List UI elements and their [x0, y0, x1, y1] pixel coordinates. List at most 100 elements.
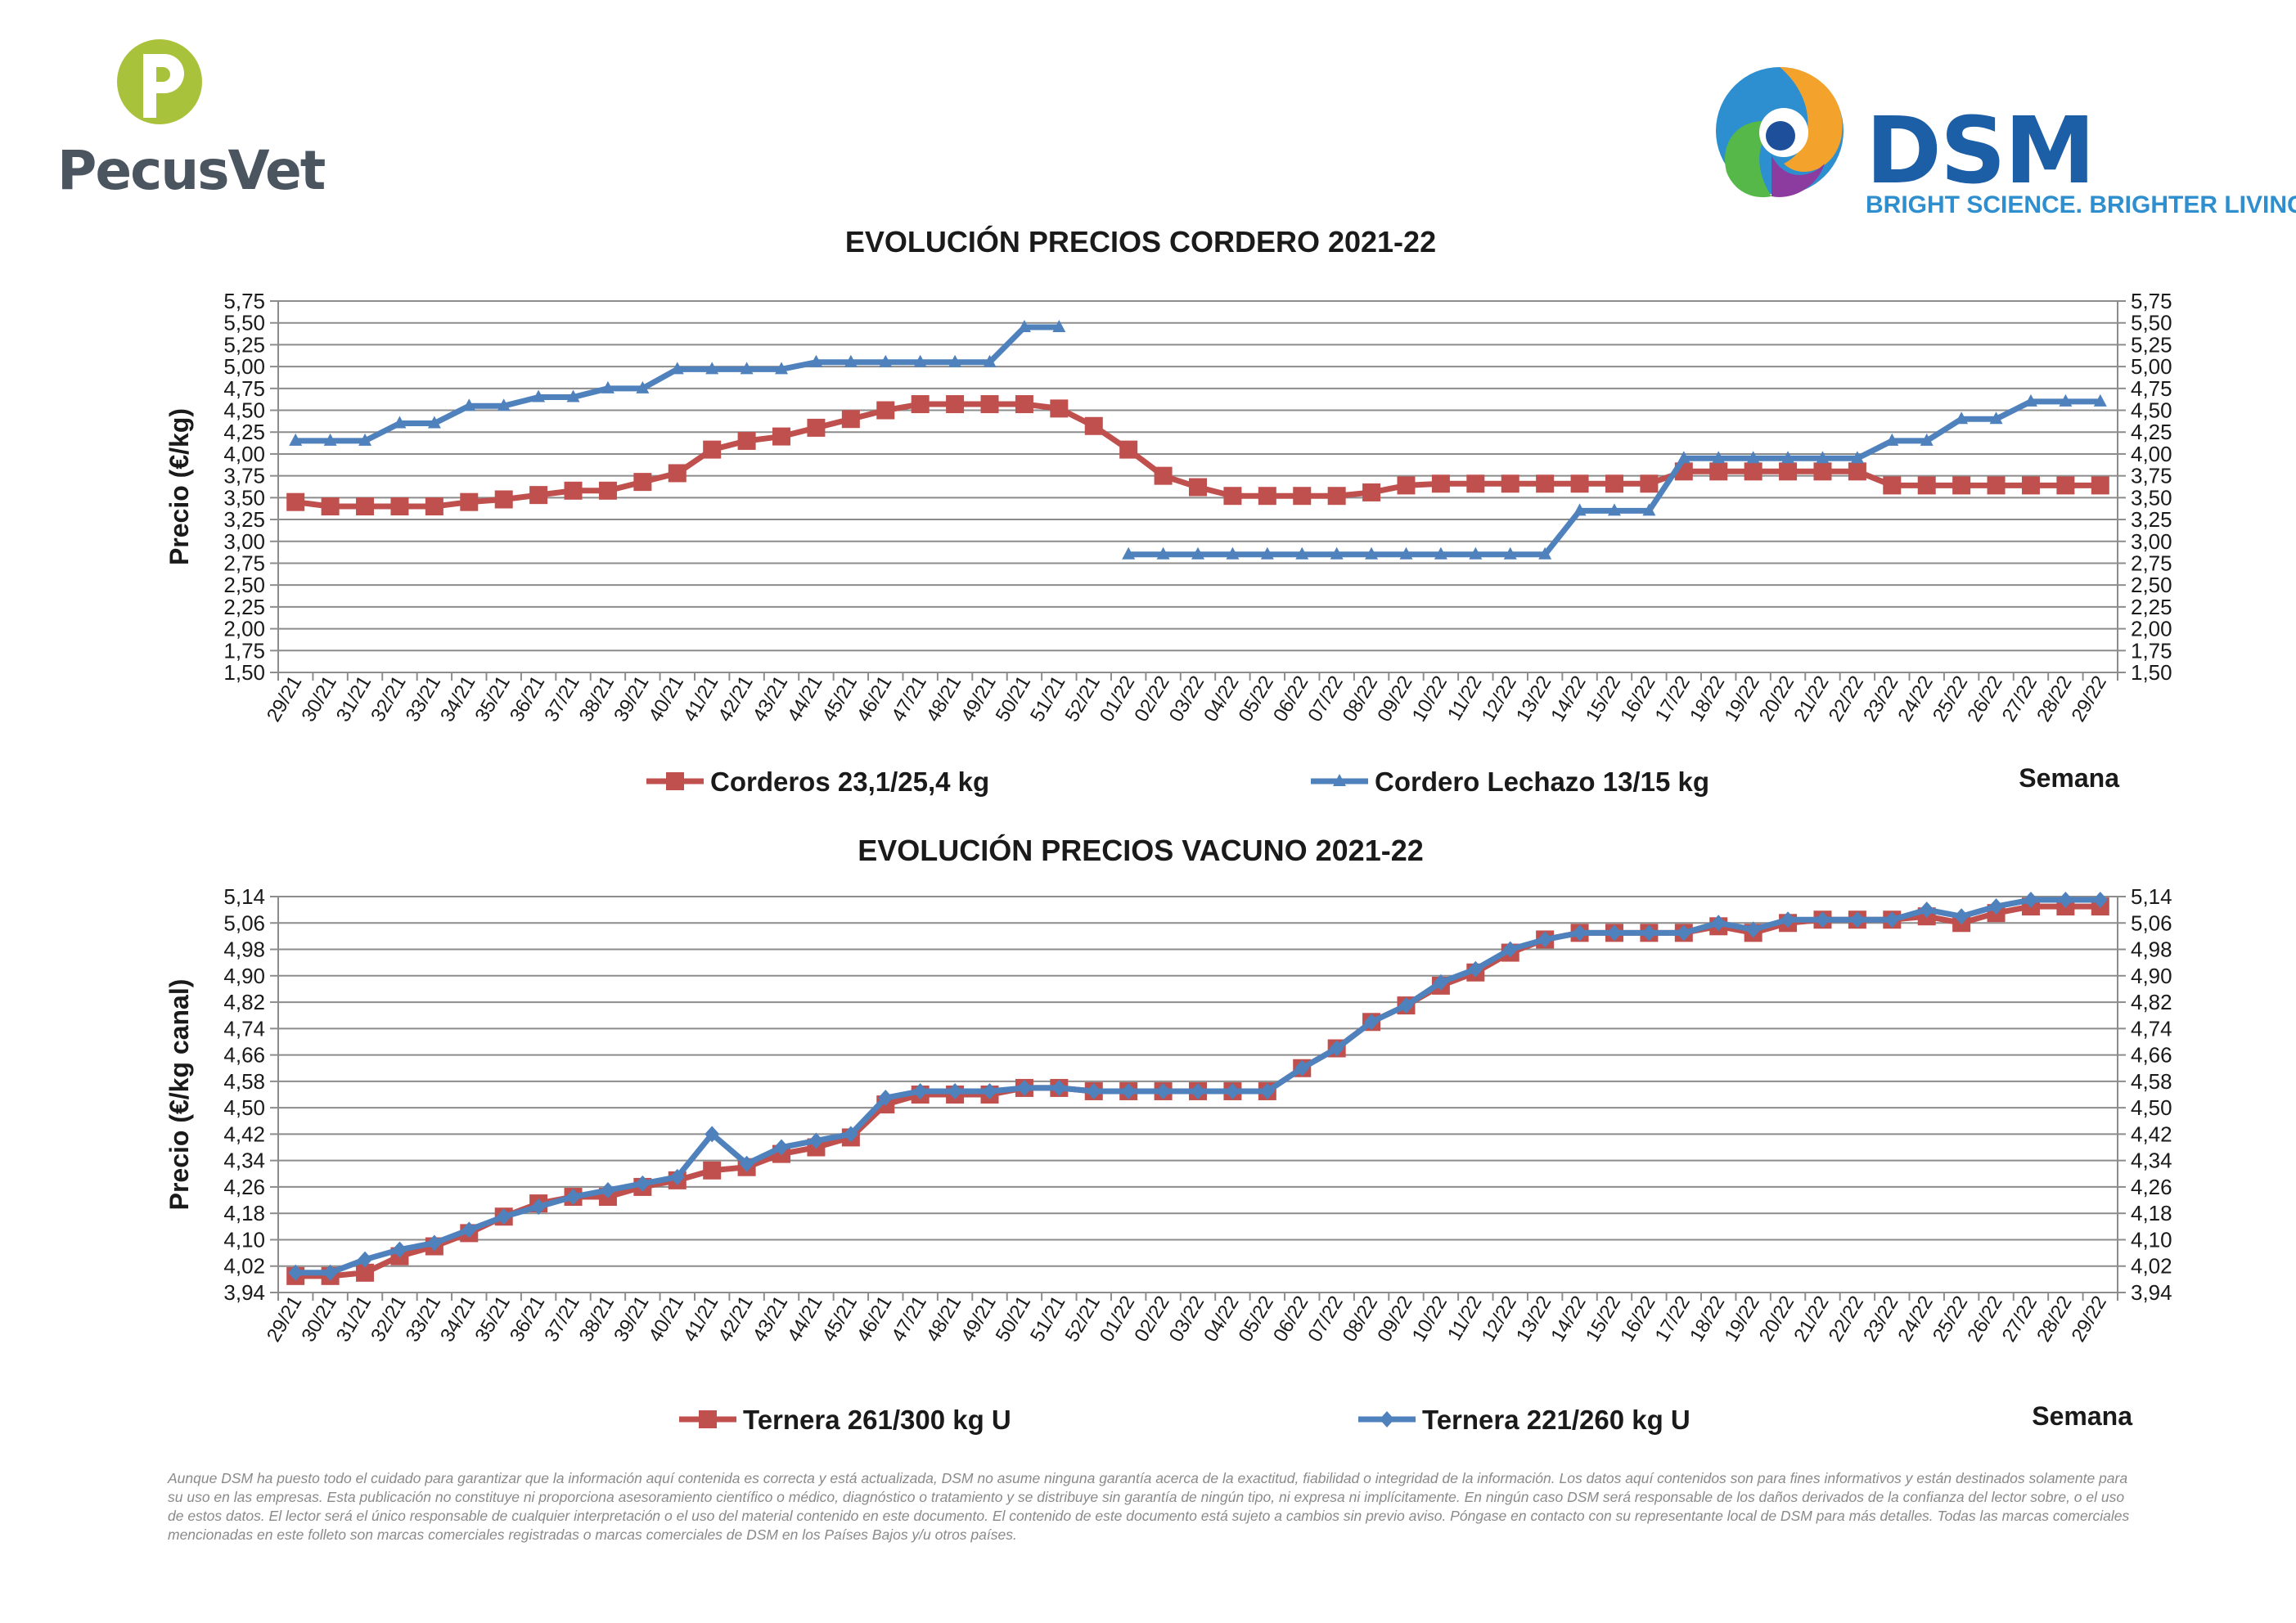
data-point — [1329, 1040, 1344, 1057]
data-point — [356, 497, 375, 516]
y-tick-label-left: 4,50 — [223, 1095, 265, 1120]
x-axis-label: Semana — [2032, 1401, 2132, 1431]
x-tick-label: 06/22 — [1269, 672, 1312, 726]
x-tick-label: 49/21 — [957, 672, 1000, 726]
data-point — [1501, 474, 1519, 493]
x-tick-label: 37/21 — [540, 672, 583, 726]
data-point — [1154, 466, 1173, 485]
data-point — [1712, 451, 1726, 464]
y-tick-label-left: 4,50 — [223, 398, 265, 423]
data-point — [425, 497, 443, 516]
x-tick-label: 41/21 — [679, 1293, 723, 1347]
data-point — [1295, 546, 1309, 560]
x-tick-label: 17/22 — [1651, 1293, 1695, 1347]
x-tick-label: 05/22 — [1235, 1293, 1278, 1347]
x-tick-label: 24/22 — [1893, 672, 1937, 726]
data-point — [703, 1161, 722, 1180]
data-point — [705, 362, 719, 375]
x-tick-label: 04/22 — [1200, 1293, 1243, 1347]
x-tick-label: 38/21 — [575, 1293, 619, 1347]
x-tick-label: 31/21 — [332, 672, 376, 726]
x-tick-label: 43/21 — [749, 672, 792, 726]
legend-label: Ternera 221/260 kg U — [1422, 1405, 1690, 1435]
data-point — [1015, 395, 1033, 414]
data-point — [1573, 503, 1587, 516]
legend-label: Ternera 261/300 kg U — [743, 1405, 1011, 1435]
x-tick-label: 46/21 — [853, 672, 896, 726]
data-point — [1051, 1079, 1067, 1096]
x-tick-label: 36/21 — [506, 1293, 549, 1347]
data-point — [1606, 924, 1622, 942]
x-tick-label: 29/22 — [2068, 672, 2111, 726]
x-tick-label: 21/22 — [1790, 1293, 1833, 1347]
data-point — [1816, 451, 1830, 464]
y-tick-label-right: 5,00 — [2131, 354, 2172, 379]
x-tick-label: 02/22 — [1130, 672, 1173, 726]
data-point — [1469, 546, 1483, 560]
x-tick-label: 43/21 — [749, 1293, 792, 1347]
y-tick-label-right: 4,90 — [2131, 964, 2172, 988]
data-point — [1850, 451, 1864, 464]
y-tick-label-left: 3,75 — [223, 464, 265, 488]
data-point — [1362, 483, 1381, 501]
data-point — [1781, 911, 1796, 928]
data-point — [1536, 474, 1555, 493]
y-tick-label-left: 3,50 — [223, 485, 265, 510]
y-tick-label-right: 4,18 — [2131, 1201, 2172, 1225]
y-tick-label-left: 4,82 — [223, 990, 265, 1014]
x-tick-label: 24/22 — [1893, 1293, 1937, 1347]
x-tick-label: 09/22 — [1373, 1293, 1416, 1347]
y-tick-label-left: 4,18 — [223, 1201, 265, 1225]
data-point — [1259, 1082, 1275, 1099]
y-tick-label-right: 5,25 — [2131, 332, 2172, 357]
data-point — [1955, 411, 1969, 425]
series-secondary — [288, 892, 2108, 1281]
data-point — [1156, 546, 1170, 560]
data-point — [564, 481, 583, 500]
y-tick-label-right: 4,74 — [2131, 1016, 2172, 1041]
x-tick-label: 45/21 — [818, 672, 862, 726]
data-point — [737, 431, 756, 450]
data-point — [1503, 546, 1517, 560]
y-tick-label-left: 4,74 — [223, 1016, 265, 1041]
data-point — [1642, 503, 1656, 516]
data-point — [703, 440, 722, 459]
data-point — [601, 380, 615, 393]
data-point — [1677, 451, 1690, 464]
x-tick-label: 23/22 — [1859, 672, 1902, 726]
y-tick-label-right: 2,75 — [2131, 551, 2172, 575]
data-point — [1122, 546, 1136, 560]
x-tick-label: 15/22 — [1582, 672, 1625, 726]
data-point — [289, 433, 303, 446]
legend-marker — [666, 772, 684, 790]
data-point — [1191, 546, 1204, 560]
chart-title: EVOLUCIÓN PRECIOS VACUNO 2021-22 — [858, 833, 1424, 867]
dsm-tagline: BRIGHT SCIENCE. BRIGHTER LIVING. — [1866, 191, 2296, 218]
data-point — [1294, 1059, 1310, 1077]
x-tick-label: 50/21 — [992, 1293, 1035, 1347]
y-tick-label-right: 4,00 — [2131, 442, 2172, 466]
data-point — [948, 354, 962, 367]
data-point — [1745, 921, 1761, 938]
x-tick-label: 30/21 — [297, 1293, 340, 1347]
data-point — [1883, 476, 1902, 495]
x-tick-label: 17/22 — [1651, 672, 1695, 726]
y-tick-label-left: 4,42 — [223, 1122, 265, 1146]
data-point — [913, 354, 927, 367]
x-tick-label: 50/21 — [992, 672, 1035, 726]
x-tick-label: 14/22 — [1546, 672, 1590, 726]
x-tick-label: 29/21 — [263, 672, 306, 726]
x-tick-label: 03/22 — [1165, 672, 1209, 726]
data-point — [1711, 915, 1727, 932]
y-tick-label-left: 2,75 — [223, 551, 265, 575]
data-point — [1225, 1082, 1240, 1099]
data-point — [1605, 474, 1623, 493]
data-point — [809, 354, 823, 367]
data-point — [1050, 399, 1069, 418]
data-point — [1954, 908, 1970, 925]
data-point — [2021, 476, 2040, 495]
x-tick-label: 35/21 — [470, 672, 514, 726]
data-point — [565, 1189, 581, 1206]
data-point — [497, 398, 511, 411]
x-tick-label: 10/22 — [1408, 672, 1452, 726]
